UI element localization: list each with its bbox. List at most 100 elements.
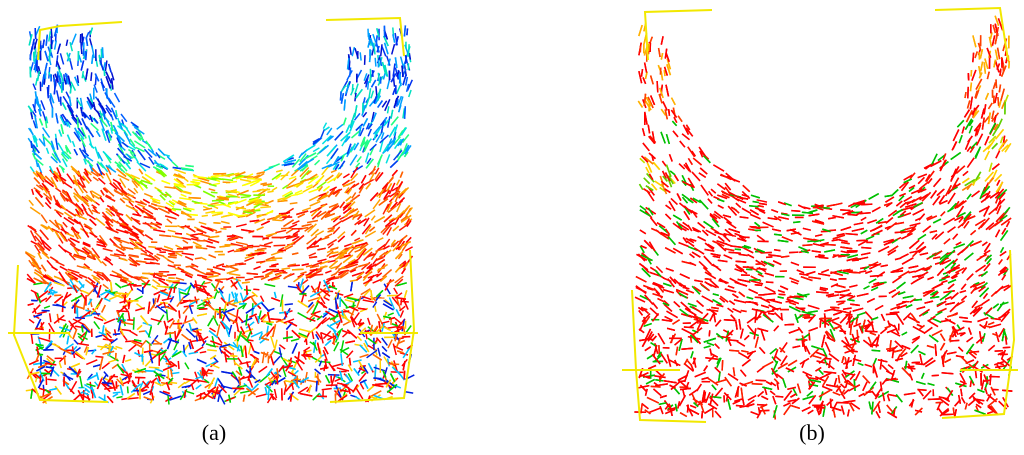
glyph	[260, 245, 272, 247]
glyph	[73, 329, 77, 339]
glyph	[102, 47, 103, 58]
glyph	[144, 194, 153, 198]
glyph	[185, 380, 191, 383]
glyph	[372, 80, 376, 87]
glyph	[350, 155, 357, 166]
glyph	[216, 232, 222, 233]
glyph	[189, 198, 201, 199]
glyph	[275, 340, 277, 351]
glyph	[260, 207, 271, 208]
glyph	[387, 79, 389, 89]
glyph	[59, 327, 70, 331]
glyph	[86, 38, 87, 46]
glyph	[261, 296, 264, 302]
glyph	[207, 246, 216, 248]
glyph	[208, 318, 213, 326]
glyph	[391, 117, 398, 126]
glyph	[121, 247, 133, 249]
glyph	[384, 312, 386, 319]
caption: (a)	[202, 420, 226, 445]
glyph	[229, 395, 231, 403]
glyph	[331, 170, 337, 172]
glyph	[349, 62, 350, 71]
glyph	[98, 178, 105, 184]
glyph	[290, 203, 298, 204]
glyph	[253, 180, 262, 182]
glyph	[379, 321, 381, 333]
glyph	[213, 183, 220, 184]
glyph	[143, 391, 151, 394]
glyph	[139, 169, 143, 174]
glyph	[357, 156, 361, 162]
glyph	[344, 255, 351, 257]
glyph	[350, 196, 358, 202]
glyph	[313, 183, 318, 187]
glyph	[221, 298, 228, 306]
glyph	[236, 224, 247, 227]
glyph	[370, 77, 371, 83]
glyph	[35, 28, 36, 39]
glyph	[357, 296, 361, 308]
glyph	[170, 296, 173, 302]
glyph	[209, 331, 218, 338]
glyph	[326, 375, 330, 383]
glyph	[93, 177, 98, 181]
glyph	[396, 309, 399, 316]
glyph	[185, 316, 187, 322]
glyph	[36, 197, 44, 206]
glyph	[330, 248, 338, 250]
glyph	[338, 293, 339, 300]
glyph	[52, 267, 58, 271]
glyph	[59, 362, 61, 368]
glyph	[73, 141, 75, 147]
glyph	[377, 238, 383, 241]
glyph	[158, 315, 164, 325]
glyph	[102, 262, 106, 266]
glyph	[268, 387, 269, 400]
glyph	[298, 387, 308, 393]
glyph	[112, 78, 113, 89]
glyph	[343, 174, 349, 178]
glyph	[353, 360, 362, 362]
glyph	[200, 352, 206, 353]
glyph	[356, 124, 363, 130]
glyph	[159, 235, 171, 236]
glyph	[31, 390, 32, 399]
glyph	[84, 299, 85, 310]
glyph	[130, 331, 138, 336]
glyph	[238, 358, 242, 364]
glyph	[264, 167, 273, 171]
glyph	[296, 211, 308, 215]
glyph	[275, 292, 277, 298]
glyph	[115, 283, 121, 288]
glyph	[129, 238, 136, 241]
glyph	[243, 395, 244, 402]
glyph	[144, 217, 156, 219]
glyph	[97, 372, 99, 380]
glyph	[344, 118, 347, 125]
glyph	[393, 344, 396, 355]
glyph	[134, 156, 138, 162]
glyph	[334, 290, 340, 300]
glyph	[168, 395, 169, 404]
glyph	[209, 236, 220, 237]
glyph	[97, 346, 110, 348]
glyph	[180, 292, 188, 294]
glyph	[323, 123, 326, 129]
glyph	[271, 264, 278, 266]
glyph	[216, 279, 228, 280]
glyph	[305, 372, 307, 383]
glyph	[103, 284, 109, 288]
glyph	[393, 34, 395, 42]
glyph	[360, 52, 361, 60]
glyph	[229, 274, 241, 276]
glyph	[281, 212, 290, 214]
glyph	[91, 123, 99, 130]
glyph	[307, 246, 319, 248]
glyph	[298, 313, 308, 319]
glyph	[286, 229, 293, 233]
glyph	[194, 347, 203, 353]
glyph	[113, 334, 120, 335]
glyph	[215, 311, 216, 318]
glyph	[369, 88, 370, 97]
